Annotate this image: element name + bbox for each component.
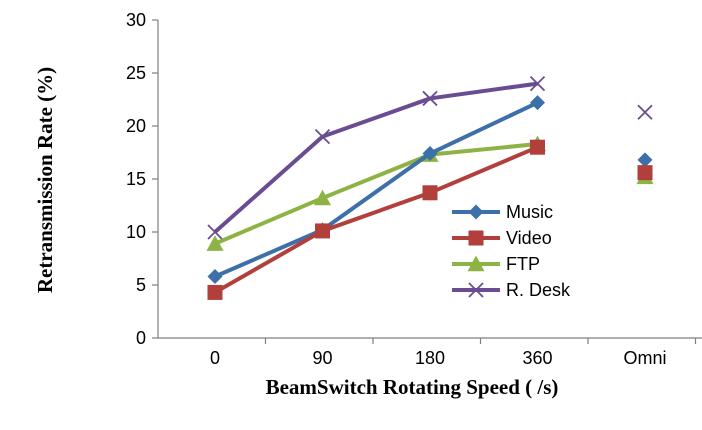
- data-point: [314, 128, 331, 145]
- data-point: [206, 235, 224, 251]
- legend-label: R. Desk: [506, 280, 571, 300]
- data-point: [422, 90, 438, 107]
- legend-label: FTP: [506, 254, 540, 274]
- data-point: [207, 224, 223, 240]
- y-tick-label: 25: [126, 63, 146, 83]
- y-axis-title: Retransmission Rate (%): [33, 67, 57, 293]
- y-tick-label: 20: [126, 116, 146, 136]
- legend-marker: [468, 230, 484, 246]
- legend-item: FTP: [452, 254, 540, 274]
- legend-marker: [468, 204, 484, 220]
- data-point: [637, 165, 653, 181]
- series-music: [207, 95, 653, 285]
- data-point: [207, 284, 223, 300]
- legend-item: Video: [452, 228, 552, 248]
- series-line: [214, 145, 539, 295]
- data-point: [207, 269, 223, 285]
- series-line: [213, 81, 538, 234]
- data-point: [637, 104, 653, 120]
- series-layer: [206, 75, 654, 300]
- data-point: [314, 189, 331, 206]
- data-point: [422, 146, 438, 162]
- legend-item: Music: [452, 202, 553, 222]
- data-point: [529, 75, 546, 92]
- x-tick-label: 180: [415, 348, 445, 368]
- series-line: [214, 100, 539, 279]
- y-tick-label: 15: [126, 169, 146, 189]
- axes: [152, 19, 702, 344]
- legend: Music Video FTP R. Desk: [452, 202, 571, 300]
- legend-label: Video: [506, 228, 552, 248]
- y-tick-label: 0: [136, 328, 146, 348]
- y-tick-label: 30: [126, 10, 146, 30]
- x-tick-label: 360: [522, 348, 552, 368]
- x-tick-label: 0: [210, 348, 220, 368]
- legend-marker: [468, 282, 484, 298]
- x-axis-title: BeamSwitch Rotating Speed ( /s): [266, 375, 559, 399]
- y-tick-labels: 0 5 10 15 20 25 30: [126, 10, 146, 348]
- series-line: [214, 142, 538, 246]
- data-point: [530, 139, 545, 155]
- legend-item: R. Desk: [452, 280, 571, 300]
- series-video: [207, 139, 653, 300]
- data-point: [530, 95, 545, 111]
- series-r-desk: [207, 75, 653, 240]
- legend-label: Music: [506, 202, 553, 222]
- y-tick-label: 5: [136, 275, 146, 295]
- y-tick-label: 10: [126, 222, 146, 242]
- x-tick-label: 90: [312, 348, 332, 368]
- data-point: [422, 185, 438, 201]
- data-point: [315, 223, 330, 239]
- x-tick-labels: 0 90 180 360 Omni: [210, 348, 667, 368]
- x-tick-label: Omni: [623, 348, 666, 368]
- legend-marker: [467, 255, 485, 272]
- data-point: [637, 152, 653, 168]
